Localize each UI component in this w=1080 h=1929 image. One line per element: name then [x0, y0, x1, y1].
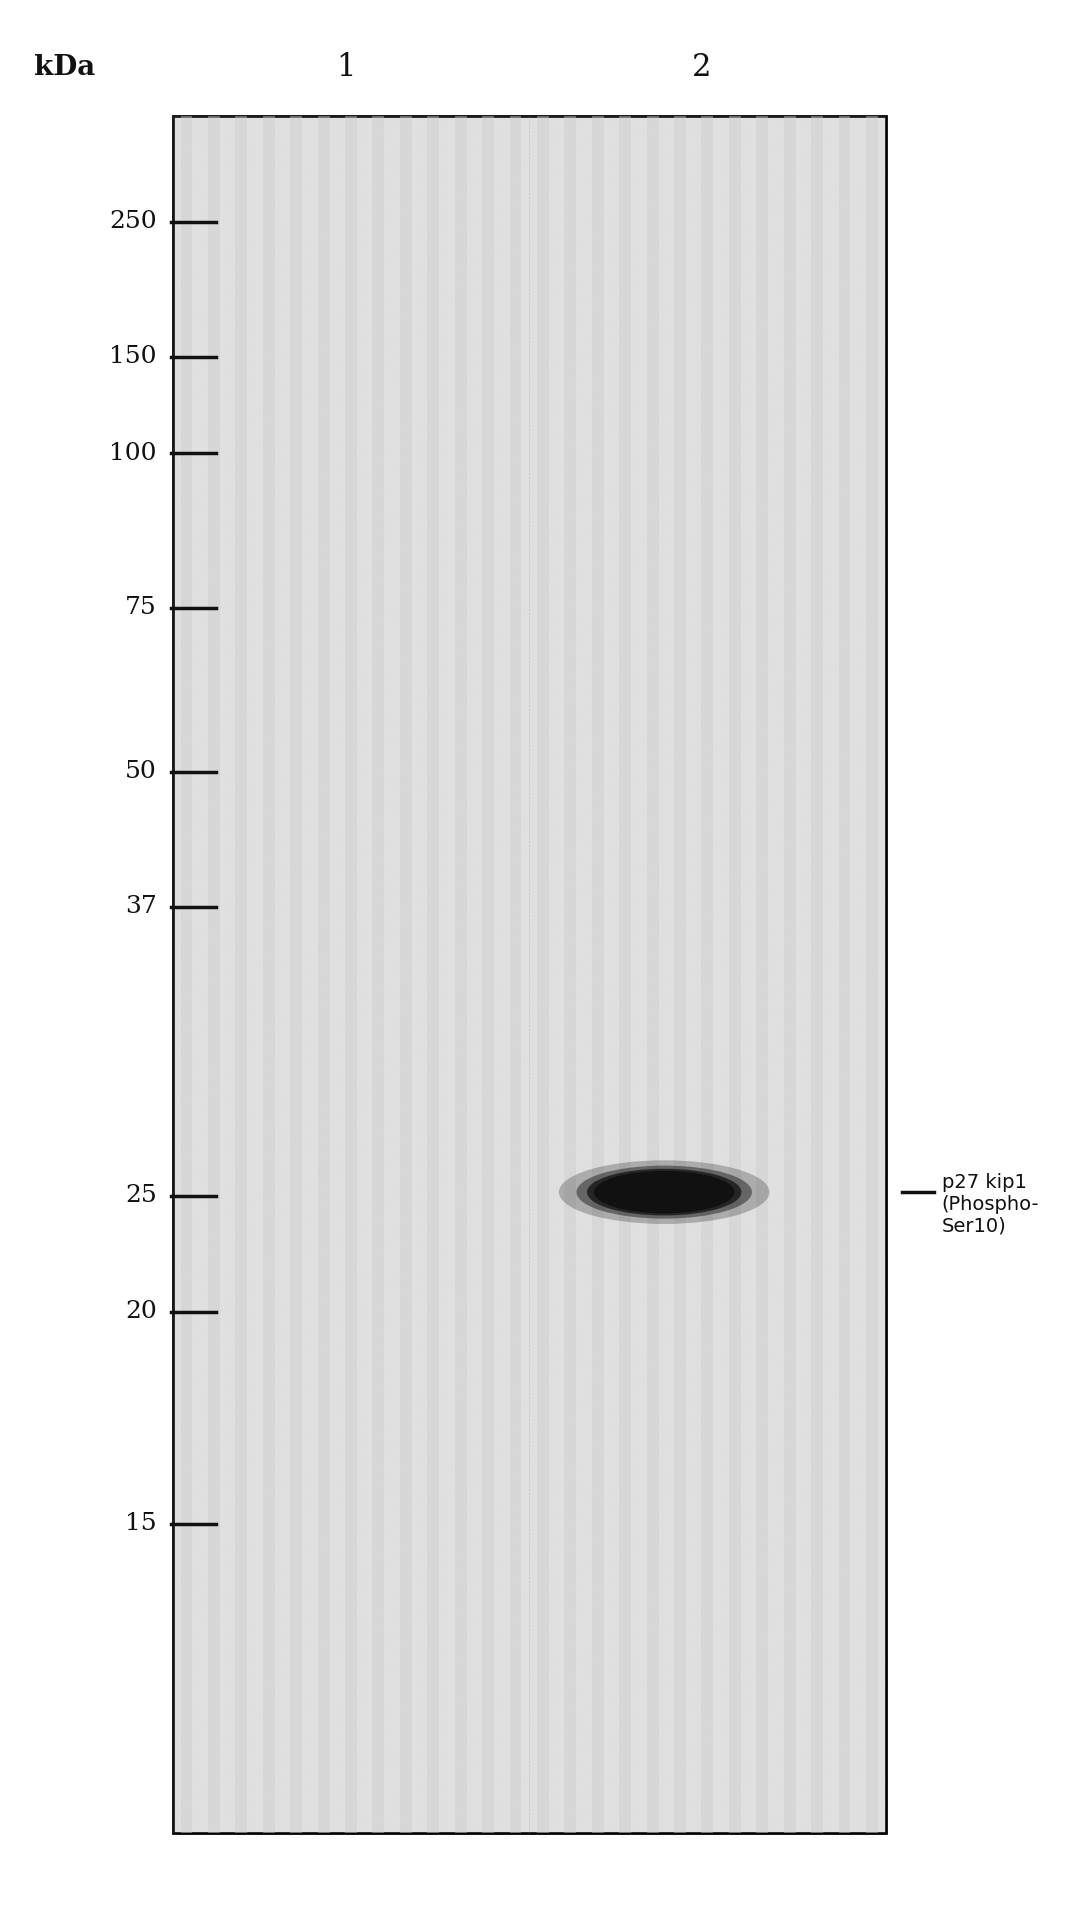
- Bar: [262, 116, 274, 1833]
- Text: kDa: kDa: [35, 54, 95, 81]
- Text: 1: 1: [336, 52, 355, 83]
- Bar: [208, 116, 220, 1833]
- Bar: [784, 116, 796, 1833]
- Text: p27 kip1
(Phospho-
Ser10): p27 kip1 (Phospho- Ser10): [942, 1173, 1039, 1236]
- Bar: [592, 116, 604, 1833]
- Text: 37: 37: [125, 895, 157, 918]
- Text: 250: 250: [109, 210, 157, 233]
- Ellipse shape: [577, 1165, 752, 1219]
- Ellipse shape: [588, 1169, 742, 1215]
- Bar: [866, 116, 878, 1833]
- Bar: [291, 116, 302, 1833]
- Text: 150: 150: [109, 345, 157, 368]
- Text: 75: 75: [125, 596, 157, 619]
- Bar: [811, 116, 823, 1833]
- Bar: [180, 116, 192, 1833]
- Bar: [235, 116, 247, 1833]
- Bar: [674, 116, 686, 1833]
- Bar: [173, 116, 886, 1833]
- Bar: [510, 116, 522, 1833]
- Bar: [482, 116, 494, 1833]
- Bar: [756, 116, 768, 1833]
- Bar: [373, 116, 384, 1833]
- Text: 25: 25: [125, 1184, 157, 1208]
- Bar: [729, 116, 741, 1833]
- Bar: [345, 116, 356, 1833]
- Text: 2: 2: [692, 52, 712, 83]
- Bar: [702, 116, 714, 1833]
- Ellipse shape: [559, 1159, 769, 1223]
- Bar: [647, 116, 659, 1833]
- Bar: [565, 116, 577, 1833]
- Text: 20: 20: [125, 1300, 157, 1323]
- Bar: [318, 116, 329, 1833]
- Bar: [537, 116, 549, 1833]
- Bar: [428, 116, 440, 1833]
- Text: 15: 15: [125, 1512, 157, 1535]
- Ellipse shape: [594, 1171, 734, 1213]
- Bar: [838, 116, 850, 1833]
- Text: 100: 100: [109, 442, 157, 465]
- Bar: [400, 116, 411, 1833]
- Bar: [619, 116, 631, 1833]
- Text: 50: 50: [125, 760, 157, 783]
- Bar: [455, 116, 467, 1833]
